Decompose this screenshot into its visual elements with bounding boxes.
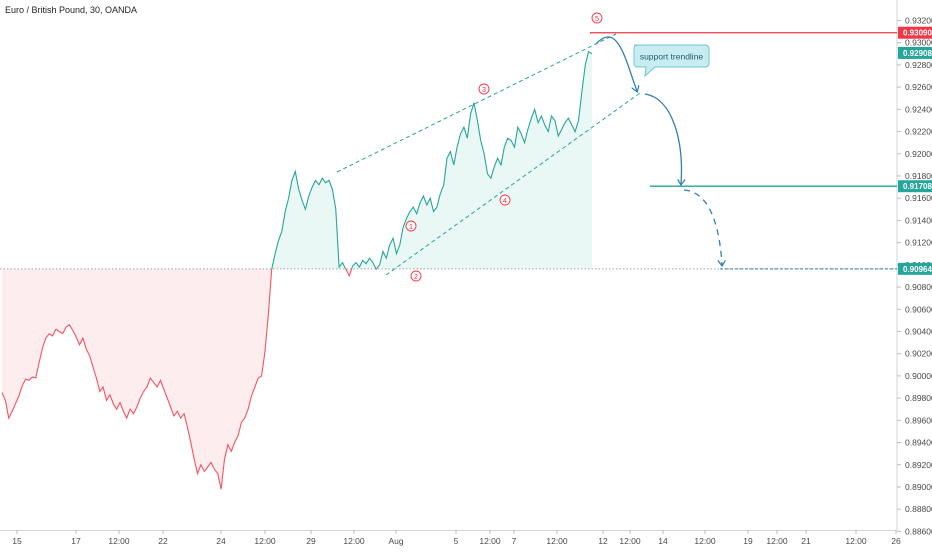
- price-label-bg: [898, 26, 932, 39]
- wave-label-2[interactable]: 2: [410, 270, 422, 282]
- x-tick-label: 22: [158, 536, 168, 546]
- price-label-text: 0.92908: [903, 49, 932, 58]
- support-trendline[interactable]: [385, 92, 641, 276]
- wave-label-circle: [499, 194, 511, 206]
- wave-label-circle: [591, 12, 603, 24]
- wave-label-1[interactable]: 1: [405, 220, 417, 232]
- price-label-bg: [898, 262, 932, 275]
- x-tick-label: 12:00: [254, 536, 276, 546]
- area-fill-below-baseline: [2, 268, 592, 490]
- x-tick-label: 12:00: [479, 536, 501, 546]
- x-tick-label: 15: [12, 536, 22, 546]
- wave-label-circle: [410, 270, 422, 282]
- x-tick-label: 26: [891, 536, 901, 546]
- price-label-2: 0.91708: [898, 180, 932, 193]
- x-tick-label: 12:00: [343, 536, 365, 546]
- wave-label-3[interactable]: 3: [478, 83, 490, 95]
- wave-label-text: 4: [503, 196, 507, 205]
- arrow-path-3: [683, 189, 722, 265]
- x-tick-label: 29: [306, 536, 316, 546]
- x-tick-label: 21: [801, 536, 811, 546]
- x-tick-label: 24: [216, 536, 226, 546]
- x-tick-label: 5: [454, 536, 459, 546]
- x-tick-label: 7: [512, 536, 517, 546]
- wave-label-text: 3: [482, 85, 486, 94]
- price-line-below: [1, 268, 378, 490]
- x-tick-label: 12:00: [619, 536, 641, 546]
- price-line-above: [271, 50, 593, 269]
- wave-label-4[interactable]: 4: [499, 194, 511, 206]
- wave-label-text: 1: [409, 222, 413, 231]
- price-label-bg: [898, 180, 932, 193]
- price-label-0: 0.93090: [898, 26, 932, 39]
- x-tick-label: 12:00: [108, 536, 130, 546]
- wave-label-circle: [405, 220, 417, 232]
- area-fill-above-baseline: [271, 51, 592, 269]
- price-label-text: 0.93090: [903, 29, 932, 38]
- chart-title: Euro / British Pound, 30, OANDA: [5, 5, 137, 15]
- arrow-path-2: [644, 93, 681, 184]
- wave-label-text: 5: [595, 14, 599, 23]
- callout-label: support trendline: [640, 52, 704, 62]
- callout-box: [633, 44, 710, 78]
- x-tick-label: 12: [598, 536, 608, 546]
- x-tick-label: Aug: [388, 536, 403, 546]
- channel-upper-trendline[interactable]: [336, 33, 617, 173]
- price-label-1: 0.92908: [898, 46, 932, 59]
- x-tick-label: 12:00: [694, 536, 716, 546]
- x-tick-label: 12:00: [766, 536, 788, 546]
- price-label-text: 0.90964: [903, 265, 932, 274]
- x-tick-label: 19: [743, 536, 753, 546]
- support-trendline-callout[interactable]: support trendline: [633, 44, 710, 78]
- price-label-3: 0.90964: [898, 262, 932, 275]
- x-tick-label: 14: [658, 536, 668, 546]
- price-label-text: 0.91708: [903, 182, 932, 191]
- wave-label-circle: [478, 83, 490, 95]
- wave-label-5[interactable]: 5: [591, 12, 603, 24]
- x-tick-label: 12:00: [845, 536, 867, 546]
- price-label-bg: [898, 46, 932, 59]
- arrow-path-1: [595, 36, 637, 91]
- x-tick-label: 17: [71, 536, 81, 546]
- wave-label-text: 2: [414, 272, 418, 281]
- y-tick-label: 0.88600: [905, 526, 932, 536]
- x-tick-label: 12:00: [546, 536, 568, 546]
